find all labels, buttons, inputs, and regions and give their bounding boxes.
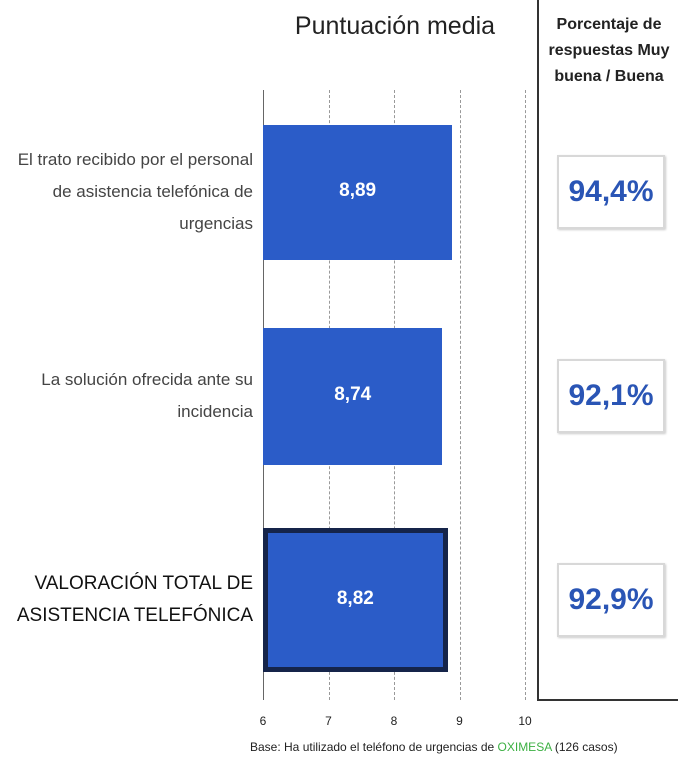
x-tick-label: 9 — [456, 714, 463, 728]
panel-border — [537, 0, 539, 700]
data-label: 8,82 — [336, 588, 374, 609]
chart-title: Puntuación media — [294, 12, 496, 40]
x-tick-label: 6 — [259, 714, 267, 728]
x-tick-label: 10 — [518, 714, 532, 728]
category-label: La solución ofrecida ante su incidencia — [41, 370, 253, 421]
footer-brand: OXIMESA — [497, 740, 552, 754]
percentage-label: 92,1% — [568, 379, 654, 412]
category-label: El trato recibido por el personal de asi… — [17, 150, 253, 233]
percentage-box: 94,4% — [557, 155, 665, 229]
x-tick-label: 8 — [390, 714, 398, 728]
footer: Base: Ha utilizado el teléfono de urgenc… — [250, 740, 618, 754]
footer-text: (126 casos) — [554, 740, 618, 754]
panel-border — [537, 699, 678, 701]
x-tick-label: 7 — [325, 714, 332, 728]
percentage-box: 92,9% — [557, 563, 665, 637]
grid-line — [459, 90, 461, 700]
percentage-label: 94,4% — [568, 175, 654, 208]
data-label: 8,89 — [339, 180, 377, 201]
bar — [263, 328, 443, 465]
percentage-label: 92,9% — [568, 583, 654, 616]
data-label: 8,74 — [334, 384, 372, 405]
category-label: VALORACIÓN TOTAL DE ASISTENCIA TELEFÓNIC… — [16, 573, 253, 626]
grid-line — [525, 90, 526, 700]
bar — [263, 125, 453, 260]
bar — [263, 528, 448, 672]
footer-text: Base: Ha utilizado el teléfono de urgenc… — [250, 740, 495, 754]
percentage-box: 92,1% — [557, 359, 665, 433]
panel-title: Porcentaje de respuestas Muy buena / Bue… — [548, 16, 670, 85]
